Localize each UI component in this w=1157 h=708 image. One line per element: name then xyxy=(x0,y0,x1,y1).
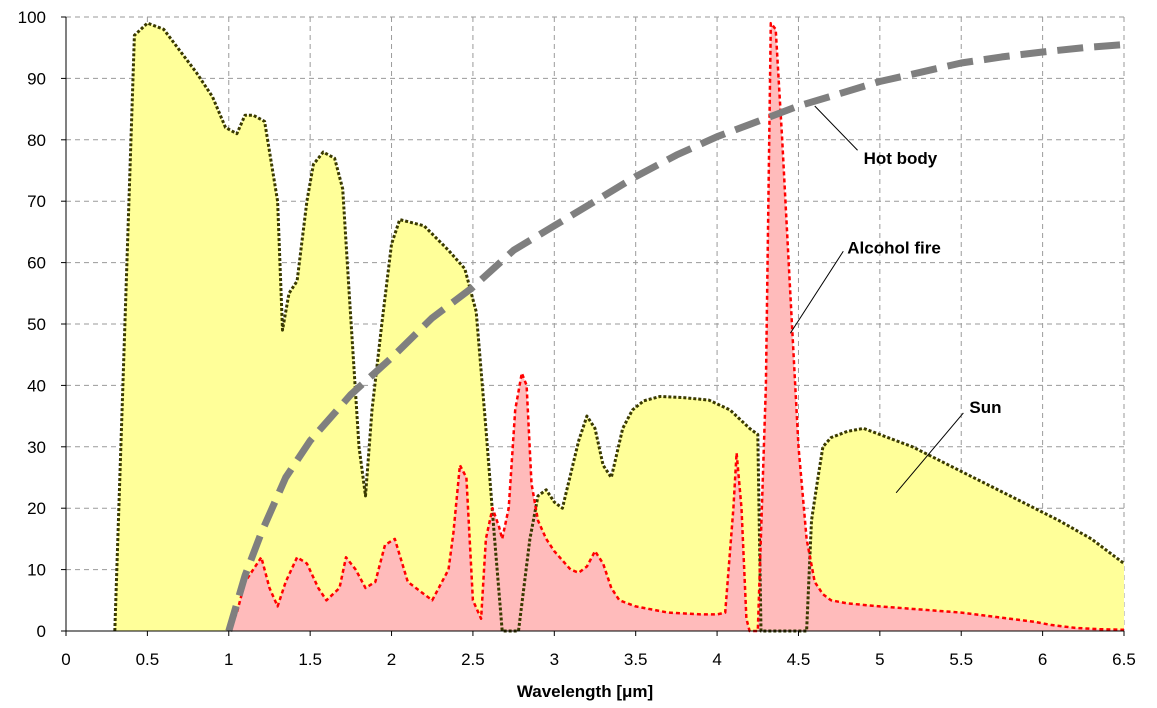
sun-leader-line xyxy=(895,412,964,494)
sun-annotation: Sun xyxy=(969,398,1001,417)
x-tick-label: 2.5 xyxy=(461,650,485,669)
x-tick-label: 4.5 xyxy=(787,650,811,669)
y-tick-label: 40 xyxy=(27,376,46,395)
x-tick-label: 1 xyxy=(224,650,233,669)
alcohol-fire-annotation: Alcohol fire xyxy=(847,238,941,257)
chart-axes xyxy=(61,16,1125,636)
hot-body-line xyxy=(225,41,1125,632)
alcohol-fire-leader-line xyxy=(789,250,844,334)
y-tick-label: 20 xyxy=(27,499,46,518)
y-tick-label: 0 xyxy=(37,622,46,641)
x-axis-title: Wavelength [μm] xyxy=(517,682,653,701)
x-tick-label: 3 xyxy=(550,650,559,669)
x-tick-label: 0.5 xyxy=(136,650,160,669)
x-tick-label: 1.5 xyxy=(298,650,322,669)
alcohol-fire-line xyxy=(227,21,1125,633)
x-tick-label: 4 xyxy=(712,650,721,669)
x-tick-label: 0 xyxy=(61,650,70,669)
x-tick-label: 3.5 xyxy=(624,650,648,669)
y-tick-label: 50 xyxy=(27,315,46,334)
tick-labels: 0 0.5 1 1.5 2 2.5 3 3.5 4 4.5 5 5.5 6 6.5 0 10 20 30 40 50 6… xyxy=(18,8,1136,669)
y-tick-label: 10 xyxy=(27,561,46,580)
annotations: Hot body Alcohol fire Sun xyxy=(789,105,1001,494)
y-tick-label: 30 xyxy=(27,438,46,457)
y-tick-label: 100 xyxy=(18,8,46,27)
y-tick-label: 60 xyxy=(27,254,46,273)
x-tick-label: 5 xyxy=(875,650,884,669)
hot-body-leader-line xyxy=(814,105,858,151)
y-tick-label: 90 xyxy=(27,69,46,88)
x-tick-label: 5.5 xyxy=(949,650,973,669)
x-tick-label: 2 xyxy=(387,650,396,669)
chart-areas xyxy=(114,23,1125,632)
x-tick-label: 6 xyxy=(1038,650,1047,669)
x-tick-label: 6.5 xyxy=(1112,650,1136,669)
hot-body-annotation: Hot body xyxy=(864,149,938,168)
y-tick-label: 70 xyxy=(27,192,46,211)
y-tick-label: 80 xyxy=(27,131,46,150)
sun-area xyxy=(114,23,1125,632)
